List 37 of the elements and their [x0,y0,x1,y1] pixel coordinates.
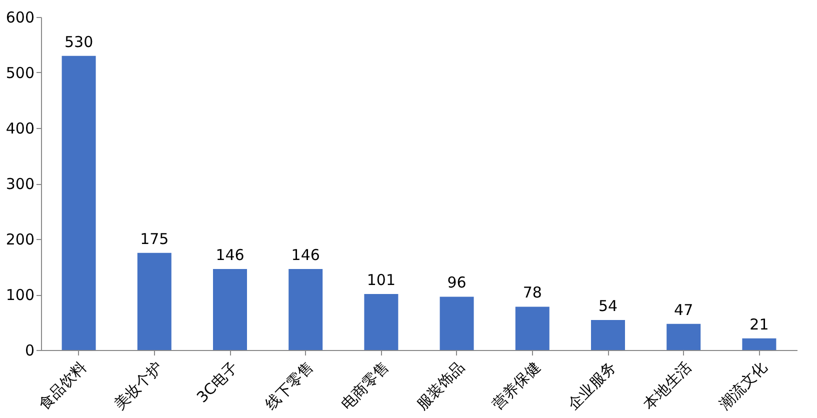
data-label: 146 [291,246,320,264]
x-tick-label: 电商零售 [337,358,393,414]
bar [213,268,247,350]
x-tick-label: 食品饮料 [34,358,90,414]
bar [364,294,398,350]
data-label: 175 [140,230,169,248]
bar [591,320,625,350]
bar [137,252,172,350]
data-label: 21 [750,315,769,334]
x-tick-label: 服装饰品 [412,358,468,414]
x-tick-label: 3C电子 [193,358,242,406]
bar [440,296,474,350]
bar [666,324,701,350]
y-tick-label: 400 [6,120,34,138]
data-label: 96 [447,274,466,292]
y-tick-label: 0 [24,342,34,360]
bar [62,56,96,350]
x-tick-label: 本地生活 [640,358,695,414]
data-label: 47 [674,300,694,319]
data-label: 101 [366,270,396,289]
bar [288,268,323,350]
x-tick-label: 线下零售 [262,358,317,414]
x-tick-label: 营养保健 [488,358,544,414]
x-tick-label: 潮流文化 [715,358,771,414]
y-tick-label: 200 [6,230,34,248]
x-tick-label: 企业服务 [564,358,620,414]
data-label: 54 [598,297,618,316]
bar [742,338,776,350]
data-label: 146 [216,246,244,264]
y-tick-label: 300 [6,175,34,193]
y-tick-label: 500 [6,64,34,82]
x-tick-label: 美妆个护 [110,358,166,414]
data-label: 530 [64,32,94,51]
data-label: 78 [522,284,542,302]
bar [515,306,550,350]
y-tick-label: 600 [6,8,34,26]
y-tick-label: 100 [6,286,34,304]
